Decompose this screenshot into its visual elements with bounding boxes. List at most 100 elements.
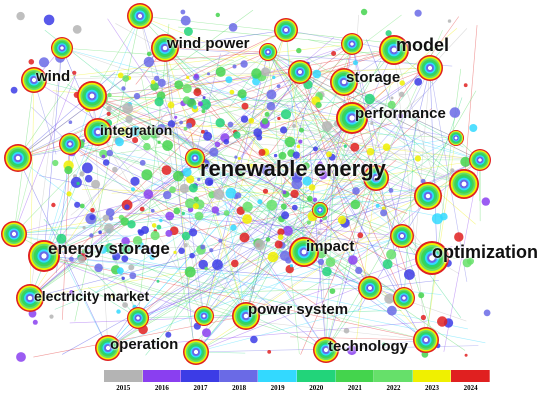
keyword-label-performance: performance <box>355 105 446 122</box>
link-line <box>70 51 269 216</box>
keyword-node <box>200 244 206 250</box>
keyword-node-electricity-market <box>16 284 44 312</box>
link-line <box>156 43 353 130</box>
keyword-node <box>132 137 139 144</box>
link-line <box>429 67 438 262</box>
keyword-label-model: model <box>396 35 450 55</box>
link-line <box>195 44 446 353</box>
keyword-node <box>112 166 118 173</box>
keyword-node <box>173 170 184 182</box>
keyword-node <box>111 294 115 299</box>
keyword-node <box>94 263 103 273</box>
link-line <box>163 29 287 346</box>
keyword-node <box>318 170 328 180</box>
year-label: 2020 <box>309 384 324 392</box>
keyword-node <box>165 331 172 338</box>
link-line <box>97 29 287 133</box>
keyword-node <box>146 51 152 57</box>
link-line <box>319 209 371 289</box>
link-line <box>308 235 405 299</box>
keyword-node <box>81 249 87 254</box>
link-line <box>137 309 402 319</box>
link-line <box>267 51 339 159</box>
node-core <box>266 50 270 54</box>
keyword-node <box>98 245 107 254</box>
keyword-node <box>272 75 276 80</box>
link-line <box>203 51 269 317</box>
link-line <box>298 159 481 239</box>
node-core <box>318 208 322 212</box>
keyword-label-wind-power: wind power <box>167 35 250 52</box>
link-line <box>115 211 403 237</box>
year-color-2019 <box>258 370 297 382</box>
node-core <box>454 136 458 140</box>
link-line <box>268 43 353 156</box>
keyword-node <box>156 279 160 283</box>
node-core <box>105 345 111 351</box>
keyword-node <box>317 258 325 265</box>
keyword-node <box>143 189 154 199</box>
link-line <box>356 177 377 340</box>
keyword-node <box>285 257 292 264</box>
link-line <box>429 67 468 282</box>
link-line <box>107 92 339 349</box>
keyword-node <box>280 109 292 120</box>
keyword-node <box>266 89 277 100</box>
keyword-node <box>211 206 219 214</box>
keyword-node <box>192 203 199 210</box>
link-line <box>295 137 457 263</box>
keyword-node <box>181 231 191 241</box>
keyword-node <box>169 186 176 194</box>
keyword-node <box>325 257 336 267</box>
keyword-node <box>193 196 199 202</box>
year-color-2022 <box>374 370 413 382</box>
node-core <box>31 77 37 83</box>
keyword-node <box>10 86 18 94</box>
keyword-node <box>454 232 464 242</box>
node-core <box>350 42 354 46</box>
keyword-node <box>290 189 299 199</box>
keyword-node <box>382 206 386 211</box>
link-line <box>178 26 353 45</box>
year-color-2023 <box>412 370 452 382</box>
link-line <box>139 15 365 106</box>
keyword-node <box>420 314 426 321</box>
link-line <box>61 47 455 182</box>
keyword-node-energy-storage <box>28 240 60 272</box>
keyword-node <box>156 133 161 138</box>
link-line <box>387 67 431 248</box>
link-line <box>233 29 287 165</box>
keyword-node <box>107 92 112 98</box>
keyword-node <box>399 80 405 86</box>
keyword-node <box>322 266 332 277</box>
keyword-node <box>139 206 145 212</box>
keyword-node <box>266 199 278 211</box>
keyword-node <box>388 188 394 193</box>
keyword-node <box>276 84 281 89</box>
keyword-node <box>261 67 270 76</box>
keyword-node <box>257 199 263 205</box>
keyword-node <box>161 165 172 176</box>
keyword-node <box>215 12 220 18</box>
keyword-node <box>186 175 195 184</box>
keyword-node <box>431 213 443 225</box>
keyword-node <box>359 344 364 349</box>
keyword-node <box>200 99 211 110</box>
link-line <box>194 157 377 179</box>
node-core <box>15 155 21 161</box>
keyword-node <box>121 130 126 136</box>
node-core <box>427 65 433 71</box>
keyword-node-n2 <box>51 37 73 59</box>
keyword-node <box>360 8 368 16</box>
link-line <box>343 81 465 185</box>
link-line <box>195 297 405 353</box>
link-line <box>208 125 457 139</box>
keyword-node <box>207 72 210 76</box>
link-line <box>137 235 403 319</box>
node-core <box>373 175 379 181</box>
keyword-node <box>38 57 50 68</box>
keyword-node <box>481 197 490 206</box>
keyword-node <box>321 121 333 132</box>
keyword-node <box>302 176 312 186</box>
keyword-node <box>201 109 206 114</box>
